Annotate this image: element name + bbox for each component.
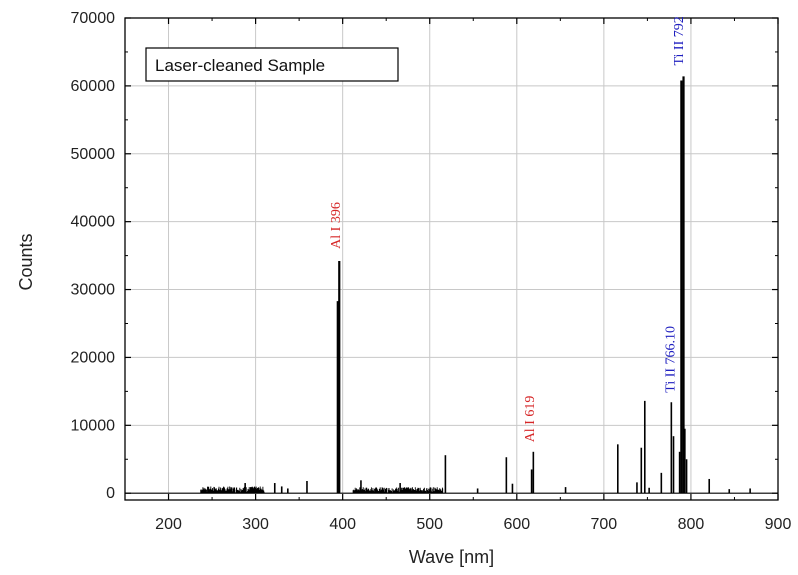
x-tick-label: 500 xyxy=(416,516,443,533)
y-tick-label: 40000 xyxy=(71,214,116,231)
peak-annotations: Al I 396 Al I 619 Ti II 766.10 Ti II 792 xyxy=(329,16,687,442)
noise-band xyxy=(200,486,265,494)
y-tick-label: 30000 xyxy=(71,282,116,299)
x-tick-label: 700 xyxy=(591,516,618,533)
legend-frame xyxy=(145,47,399,82)
peak-annotation: Ti II 792 xyxy=(672,16,687,65)
y-axis-title: Counts xyxy=(16,233,36,290)
x-tick-label: 800 xyxy=(678,516,705,533)
peak-annotation: Al I 396 xyxy=(329,202,344,249)
x-axis-title: Wave [nm] xyxy=(409,547,494,567)
peak-annotation: Ti II 766.10 xyxy=(663,326,678,393)
x-tick-label: 900 xyxy=(765,516,792,533)
y-tick-label: 10000 xyxy=(71,417,116,434)
y-tick-label: 0 xyxy=(106,485,115,502)
legend-box: Laser-cleaned Sample xyxy=(145,47,399,82)
peak-annotation: Al I 619 xyxy=(523,396,538,443)
x-tick-label: 600 xyxy=(503,516,530,533)
spectrum-series xyxy=(125,76,778,494)
y-tick-label: 50000 xyxy=(71,146,116,163)
grid xyxy=(125,18,778,500)
y-tick-label: 60000 xyxy=(71,78,116,95)
noise-band xyxy=(352,487,444,494)
legend-text: Laser-cleaned Sample xyxy=(155,56,325,75)
y-tick-label: 70000 xyxy=(71,10,116,27)
plot-frame xyxy=(124,17,779,501)
axis-ticks: 200 300 400 500 600 700 800 900 0 10000 20000 30000… xyxy=(71,10,792,533)
y-tick-label: 20000 xyxy=(71,349,116,366)
x-tick-label: 200 xyxy=(155,516,182,533)
x-tick-label: 400 xyxy=(329,516,356,533)
x-tick-label: 300 xyxy=(242,516,269,533)
